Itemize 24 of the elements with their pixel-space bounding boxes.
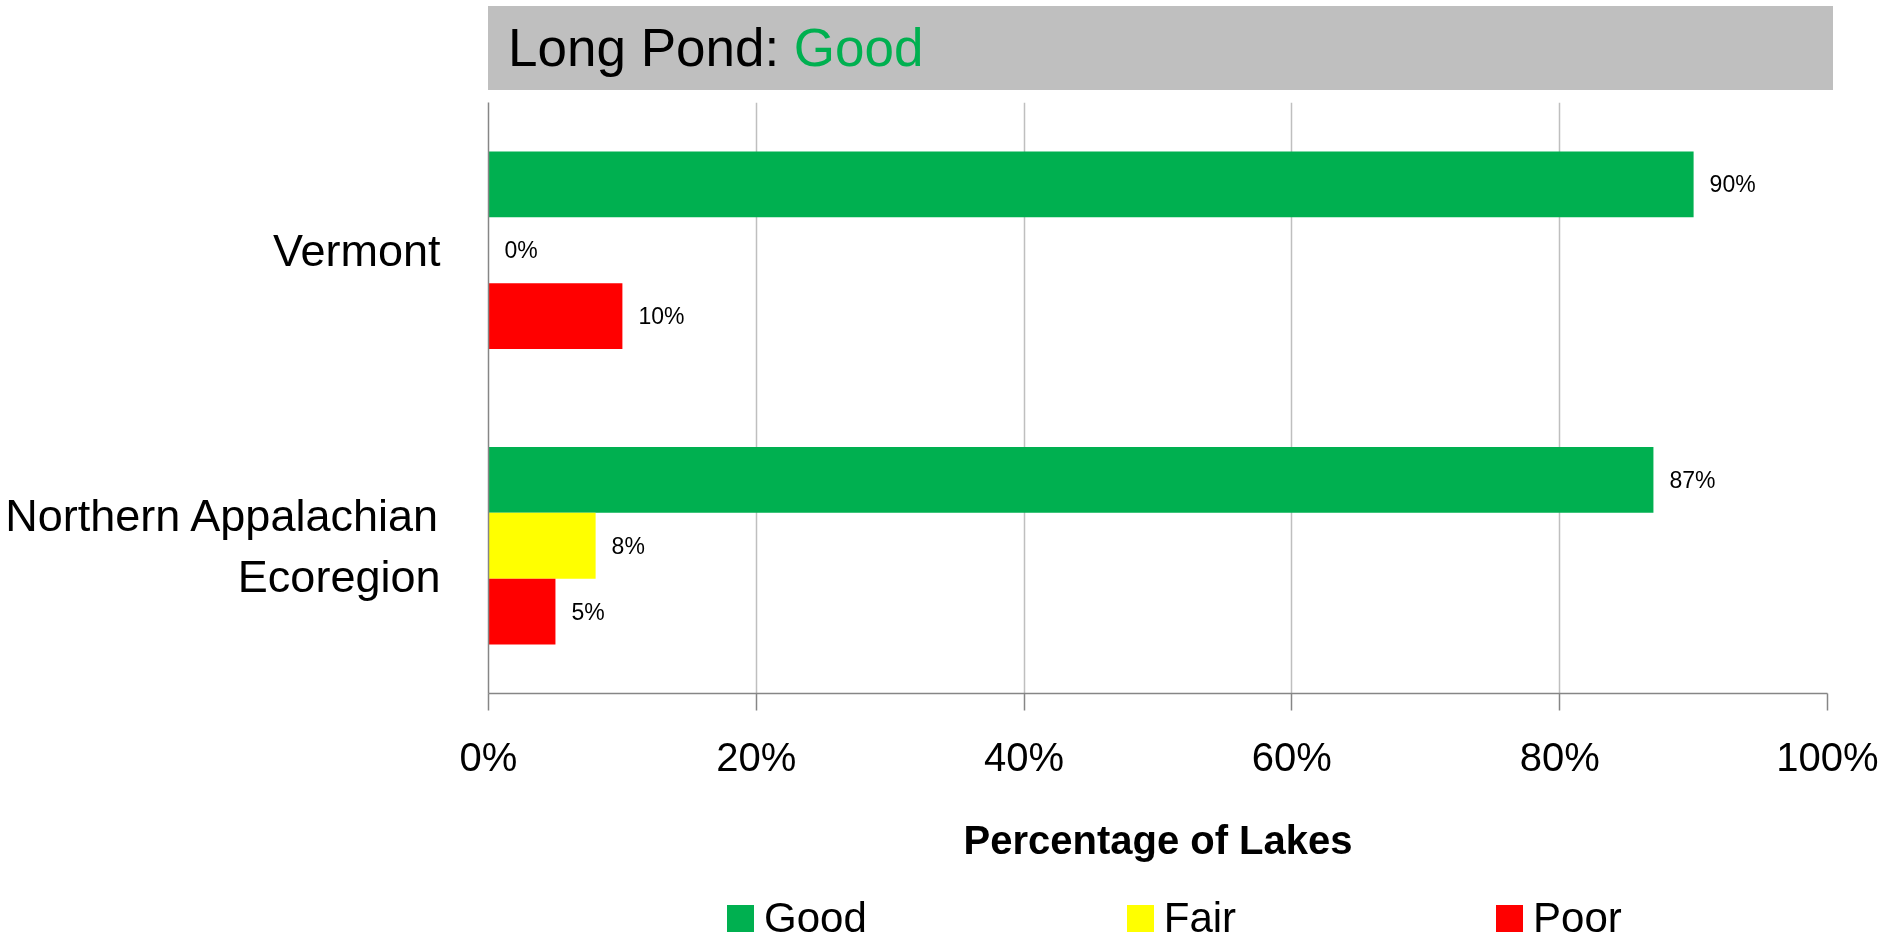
x-tick-label: 100% [1776,734,1879,779]
legend-label: Fair [1163,893,1237,943]
y-tick-label: Northern Appalachian Ecoregion [5,489,441,602]
data-label: 5% [571,598,605,625]
chart-title: Long Pond: Good [507,17,924,79]
x-tick-label: 60% [1251,734,1332,779]
y-tick-label: Vermont [272,224,441,276]
data-label: 0% [504,237,538,264]
x-tick-label: 80% [1519,734,1600,779]
data-label: 8% [611,532,645,559]
bar [488,578,556,645]
x-tick-label: 0% [459,734,518,779]
bar [488,151,1694,218]
legend-label: Good [764,893,867,943]
bar [488,512,596,579]
bar [488,283,623,350]
x-axis-title: Percentage of Lakes [963,817,1353,862]
data-label: 90% [1709,171,1756,198]
bar [488,446,1654,513]
data-label: 87% [1669,466,1716,493]
legend-label: Poor [1533,893,1622,943]
data-label: 10% [638,303,685,330]
x-tick-label: 40% [984,734,1065,779]
x-tick-label: 20% [716,734,797,779]
